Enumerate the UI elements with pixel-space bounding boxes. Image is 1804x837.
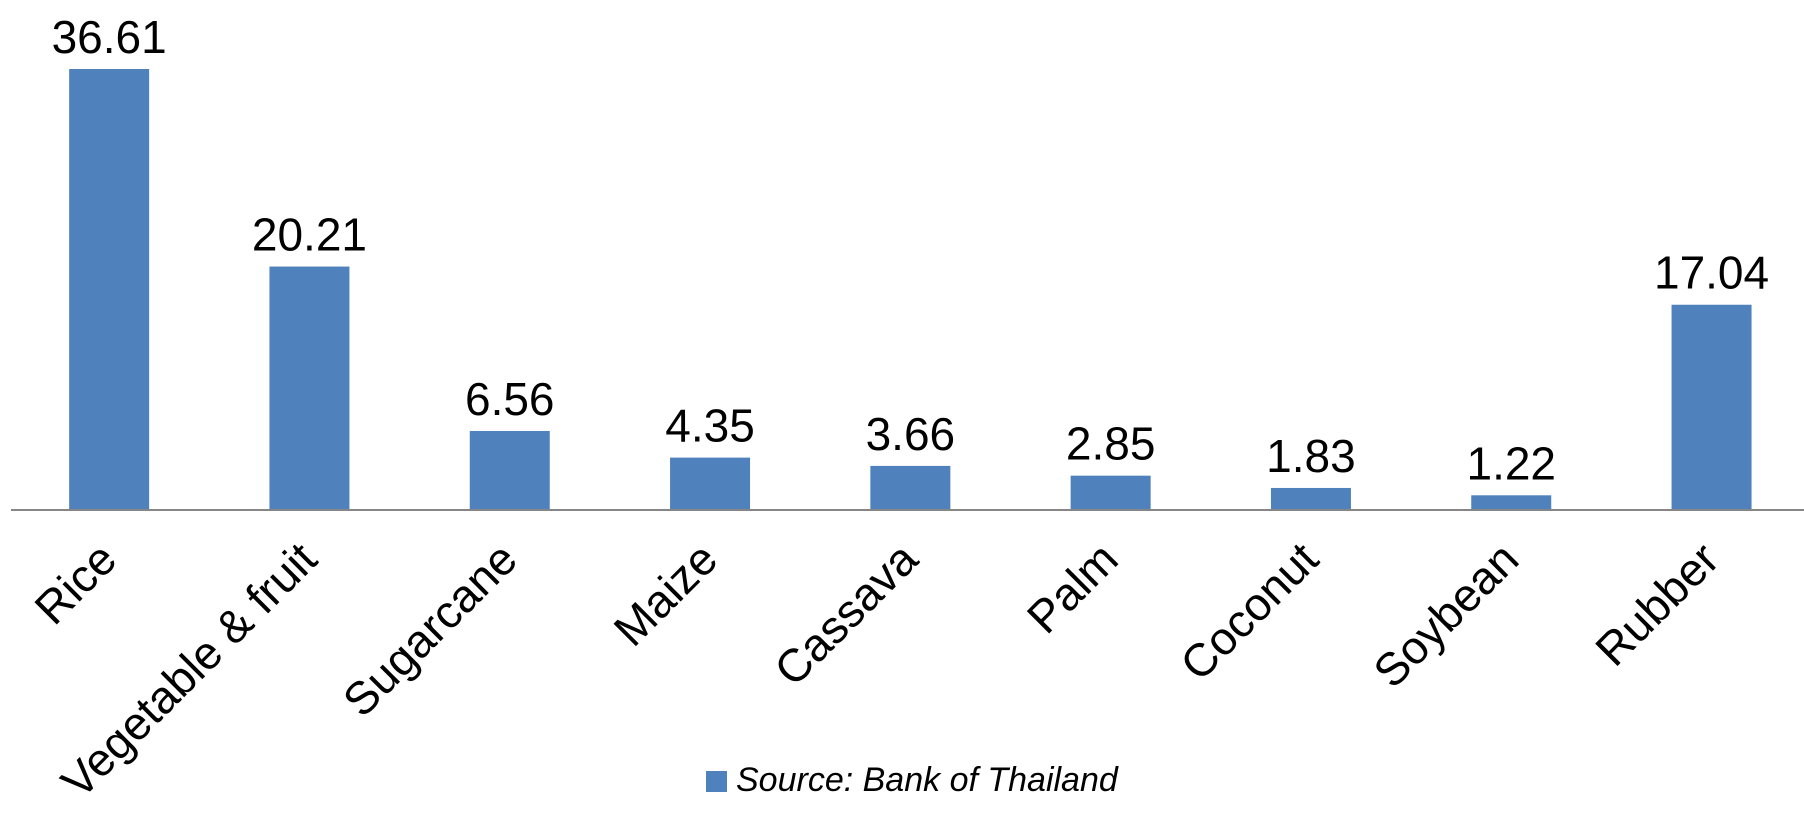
bar — [870, 465, 951, 510]
bar — [1070, 475, 1151, 510]
bar — [69, 69, 150, 510]
value-label: 3.66 — [866, 408, 956, 460]
x-tick-label: Cassava — [764, 532, 928, 696]
bar — [469, 430, 550, 510]
value-label: 4.35 — [665, 400, 755, 452]
value-label: 6.56 — [465, 373, 555, 425]
value-label: 20.21 — [252, 209, 367, 261]
bar — [1471, 495, 1552, 510]
legend-swatch — [706, 771, 727, 792]
bar — [1671, 304, 1752, 510]
x-tick-label: Rice — [24, 532, 126, 634]
legend-label: Source: Bank of Thailand — [736, 761, 1119, 799]
x-tick-label: Soybean — [1363, 532, 1528, 697]
x-tick-label: Coconut — [1170, 532, 1328, 690]
x-tick-label: Rubber — [1585, 532, 1728, 675]
bar — [670, 457, 751, 510]
bar — [269, 266, 350, 510]
value-label: 36.61 — [52, 11, 167, 63]
value-label: 1.22 — [1466, 437, 1556, 489]
x-tick-label: Maize — [604, 532, 728, 656]
value-label: 1.83 — [1266, 430, 1356, 482]
x-tick-label: Palm — [1017, 532, 1128, 643]
x-tick-label: Sugarcane — [333, 532, 527, 726]
bar — [1270, 487, 1351, 510]
value-label: 2.85 — [1066, 418, 1156, 470]
value-label: 17.04 — [1654, 247, 1769, 299]
